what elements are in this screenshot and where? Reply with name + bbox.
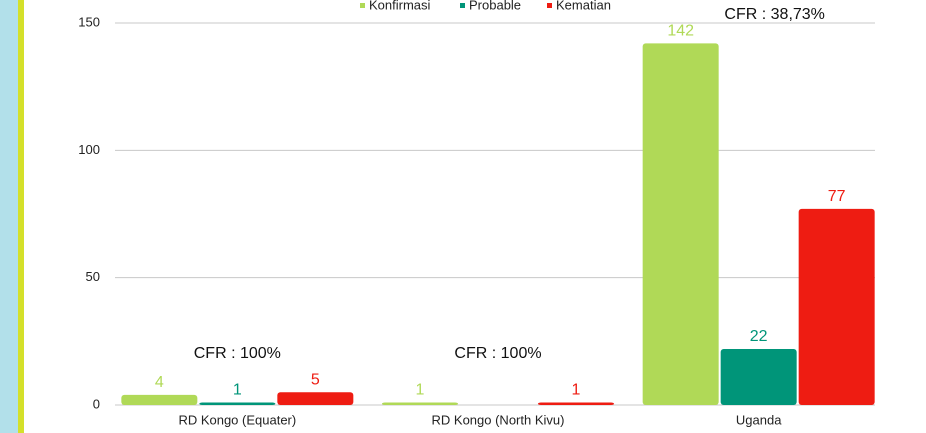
data-label: 1 bbox=[416, 382, 425, 399]
legend-label: Probable bbox=[469, 0, 521, 12]
data-label: 77 bbox=[828, 188, 846, 205]
legend-label: Kematian bbox=[556, 0, 611, 12]
data-label: 22 bbox=[750, 328, 768, 345]
legend-swatch bbox=[460, 3, 465, 8]
data-label: 1 bbox=[233, 382, 242, 399]
data-label: 5 bbox=[311, 371, 320, 388]
bar bbox=[642, 43, 719, 406]
x-tick-label: Uganda bbox=[736, 412, 782, 427]
legend-swatch bbox=[360, 3, 365, 8]
annotation: CFR : 38,73% bbox=[724, 6, 824, 23]
bar bbox=[277, 392, 354, 405]
annotation: CFR : 100% bbox=[454, 345, 541, 362]
bar bbox=[121, 394, 198, 405]
legend-label: Konfirmasi bbox=[369, 0, 431, 12]
side-bar bbox=[18, 0, 24, 433]
x-tick-label: RD Kongo (North Kivu) bbox=[432, 412, 565, 427]
legend-swatch bbox=[547, 3, 552, 8]
bar bbox=[798, 208, 875, 405]
y-tick-label: 50 bbox=[86, 269, 100, 284]
x-tick-label: RD Kongo (Equater) bbox=[178, 412, 296, 427]
data-label: 1 bbox=[572, 382, 581, 399]
bar bbox=[538, 402, 614, 405]
bar bbox=[199, 402, 276, 405]
side-strip bbox=[0, 0, 18, 433]
bar bbox=[382, 402, 458, 405]
bar bbox=[720, 348, 797, 405]
data-label: 142 bbox=[667, 23, 694, 40]
annotation: CFR : 100% bbox=[194, 345, 281, 362]
data-label: 4 bbox=[155, 374, 164, 391]
y-tick-label: 0 bbox=[93, 396, 100, 411]
y-tick-label: 150 bbox=[78, 14, 100, 29]
y-tick-label: 100 bbox=[78, 142, 100, 157]
